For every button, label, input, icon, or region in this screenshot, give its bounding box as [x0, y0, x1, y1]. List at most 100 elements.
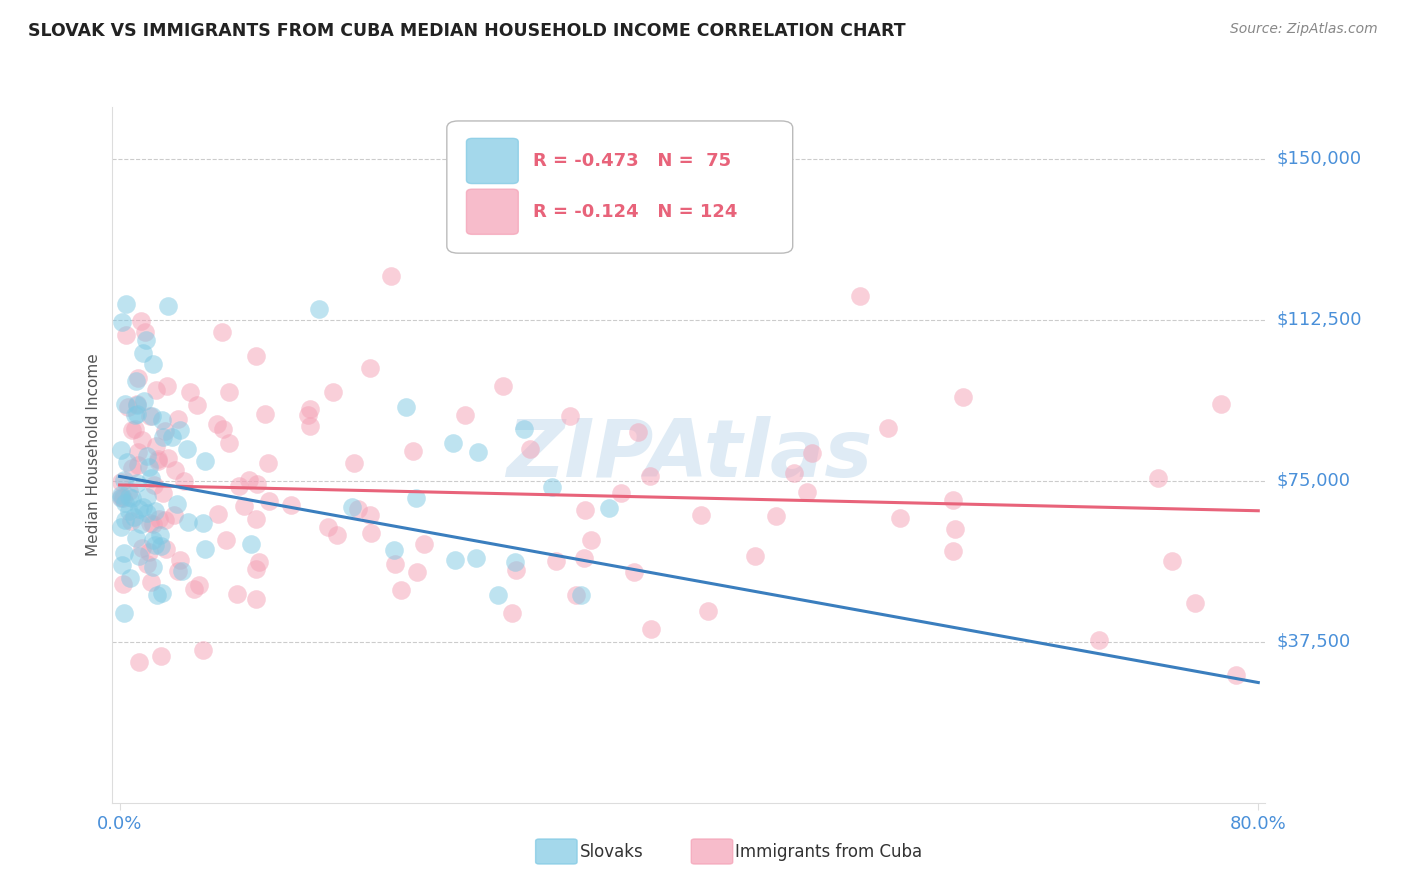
Point	[848, 289, 870, 303]
Point	[359, 508, 381, 522]
Point	[110, 475, 132, 489]
Point	[115, 328, 138, 343]
Point	[111, 491, 134, 505]
Point	[454, 409, 477, 423]
Point	[942, 544, 965, 558]
Point	[783, 466, 806, 480]
Point	[156, 379, 179, 393]
Point	[247, 555, 270, 569]
Point	[142, 533, 165, 547]
Point	[574, 503, 596, 517]
Point	[380, 268, 402, 283]
Point	[1147, 471, 1170, 485]
Point	[149, 648, 172, 663]
Point	[145, 439, 167, 453]
Point	[128, 549, 150, 563]
Point	[256, 456, 278, 470]
Point	[110, 488, 132, 502]
Point	[128, 501, 150, 516]
Point	[191, 516, 214, 530]
Point	[163, 508, 186, 522]
Point	[280, 498, 302, 512]
Point	[124, 422, 146, 436]
Point	[134, 325, 156, 339]
Point	[127, 397, 149, 411]
Point	[233, 499, 256, 513]
Point	[513, 422, 536, 436]
Point	[132, 500, 155, 514]
Point	[125, 407, 148, 421]
Point	[166, 412, 188, 426]
Point	[169, 553, 191, 567]
Text: $37,500: $37,500	[1277, 632, 1351, 651]
Point	[111, 576, 134, 591]
Point	[889, 511, 911, 525]
Point	[135, 506, 157, 520]
Point	[150, 413, 173, 427]
Point	[136, 449, 159, 463]
Point	[574, 550, 596, 565]
Point	[176, 515, 198, 529]
Point	[207, 417, 229, 431]
Point	[183, 582, 205, 596]
Point	[565, 588, 588, 602]
Point	[942, 493, 965, 508]
Point	[239, 537, 262, 551]
Point	[610, 486, 633, 500]
Point	[114, 513, 136, 527]
Point	[218, 436, 240, 450]
Point	[413, 537, 436, 551]
Point	[226, 587, 249, 601]
Point	[579, 533, 602, 547]
Point	[316, 519, 339, 533]
Point	[952, 390, 974, 404]
Point	[153, 513, 176, 527]
Point	[486, 588, 509, 602]
Point	[155, 542, 177, 557]
Point	[142, 560, 165, 574]
Text: ZIPAtlas: ZIPAtlas	[506, 416, 872, 494]
Text: Slovaks: Slovaks	[579, 843, 643, 861]
Point	[118, 572, 141, 586]
Point	[384, 557, 406, 571]
Point	[146, 454, 169, 468]
FancyBboxPatch shape	[692, 839, 733, 864]
Point	[697, 604, 720, 618]
Point	[215, 533, 238, 547]
Point	[1184, 596, 1206, 610]
Point	[153, 425, 176, 439]
Point	[569, 587, 592, 601]
Text: R = -0.124   N = 124: R = -0.124 N = 124	[533, 203, 738, 221]
Point	[943, 523, 966, 537]
Point	[169, 423, 191, 437]
Point	[110, 520, 132, 534]
Point	[405, 491, 427, 505]
Point	[142, 478, 165, 492]
Point	[245, 562, 267, 576]
Point	[308, 301, 330, 316]
Point	[150, 586, 173, 600]
Point	[1161, 554, 1184, 568]
Point	[359, 360, 381, 375]
Point	[141, 409, 163, 424]
Text: R = -0.473   N =  75: R = -0.473 N = 75	[533, 153, 731, 170]
Point	[141, 357, 163, 371]
Point	[156, 299, 179, 313]
Point	[245, 592, 267, 607]
Point	[228, 479, 250, 493]
Point	[505, 563, 527, 577]
Point	[246, 476, 269, 491]
Point	[141, 470, 163, 484]
Point	[118, 504, 141, 518]
Point	[544, 554, 567, 568]
Point	[238, 473, 260, 487]
Point	[127, 458, 149, 473]
Point	[501, 607, 523, 621]
Point	[322, 384, 344, 399]
Point	[245, 511, 267, 525]
Point	[127, 371, 149, 385]
Point	[125, 531, 148, 545]
Point	[245, 349, 267, 363]
Point	[152, 485, 174, 500]
Point	[346, 502, 368, 516]
